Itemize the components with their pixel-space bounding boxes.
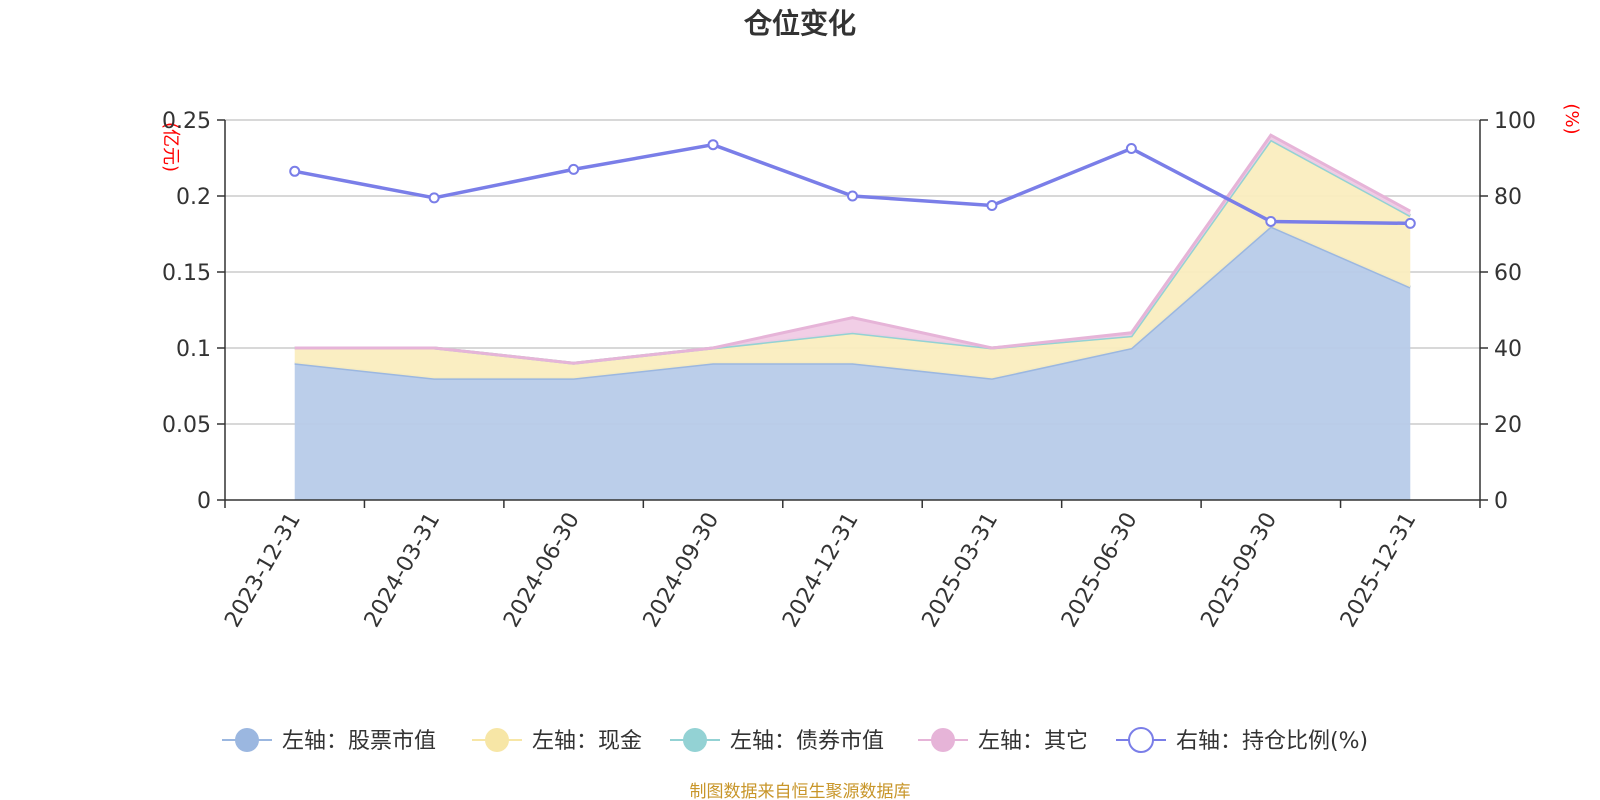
left-axis-tick-label: 0.05: [162, 413, 211, 438]
right-axis-tick-label: 80: [1494, 185, 1522, 210]
legend-item: 左轴：其它: [918, 728, 1088, 754]
x-axis-tick-label: 2025-03-31: [918, 509, 1004, 632]
legend-marker: [683, 728, 707, 752]
legend-item: 左轴：现金: [472, 728, 642, 754]
left-axis-tick-label: 0: [197, 489, 211, 514]
legend: 左轴：股票市值 左轴：现金 左轴：债券市值 左轴：其它 右轴：持仓比例(%): [222, 727, 1368, 754]
area-edge-line: [294, 133, 1411, 365]
ratio-point: [847, 190, 858, 202]
ratio-point: [986, 200, 998, 211]
legend-label: 右轴：持仓比例(%): [1176, 729, 1368, 754]
legend-marker: [1128, 727, 1154, 753]
ratio-point: [1265, 215, 1277, 227]
x-axis-tick-label: 2025-06-30: [1057, 509, 1143, 632]
left-axis-tick-label: 0.25: [162, 109, 211, 134]
left-axis-tick-label: 0.2: [176, 185, 211, 210]
x-axis-tick-label: 2024-06-30: [499, 509, 585, 632]
left-axis-tick-label: 0.1: [176, 337, 211, 362]
right-axis-tick-label: 60: [1494, 261, 1522, 286]
right-axis-tick-label: 0: [1494, 489, 1508, 514]
legend-label: 左轴：股票市值: [282, 729, 436, 754]
legend-label: 左轴：其它: [978, 729, 1088, 754]
x-axis-tick-label: 2024-09-30: [639, 509, 725, 632]
ratio-point: [707, 139, 719, 151]
area-fill: [294, 226, 1411, 500]
right-axis-tick-label: 100: [1494, 109, 1536, 134]
x-axis-tick-label: 2025-09-30: [1196, 509, 1282, 632]
left-axis-tick-label: 0.15: [162, 261, 211, 286]
area-series: [294, 133, 1411, 500]
x-axis-tick-label: 2024-03-31: [360, 509, 446, 632]
legend-item: 左轴：债券市值: [670, 728, 884, 754]
ratio-point: [1125, 143, 1137, 154]
ratio-point: [428, 192, 440, 204]
legend-label: 左轴：现金: [532, 729, 642, 754]
legend-label: 左轴：债券市值: [730, 729, 884, 754]
chart-title: 仓位变化: [744, 7, 856, 40]
ratio-point: [289, 165, 301, 177]
legend-item: 右轴：持仓比例(%): [1116, 727, 1368, 754]
legend-marker: [931, 728, 955, 752]
ratio-point: [1404, 217, 1416, 229]
right-axis-tick-label: 40: [1494, 337, 1522, 362]
legend-marker: [235, 728, 259, 752]
source-note: 制图数据来自恒生聚源数据库: [690, 782, 911, 800]
x-axis-tick-label: 2024-12-31: [778, 509, 864, 632]
x-axis-tick-label: 2023-12-31: [220, 509, 306, 632]
left-axis-unit: (亿元): [160, 122, 181, 172]
ratio-point: [568, 163, 580, 175]
line-series: [289, 139, 1416, 229]
x-axis-tick-label: 2025-12-31: [1336, 509, 1422, 632]
legend-item: 左轴：股票市值: [222, 728, 436, 754]
right-axis-unit: (%): [1561, 103, 1582, 134]
legend-marker: [485, 728, 509, 752]
right-axis-tick-label: 20: [1494, 413, 1522, 438]
